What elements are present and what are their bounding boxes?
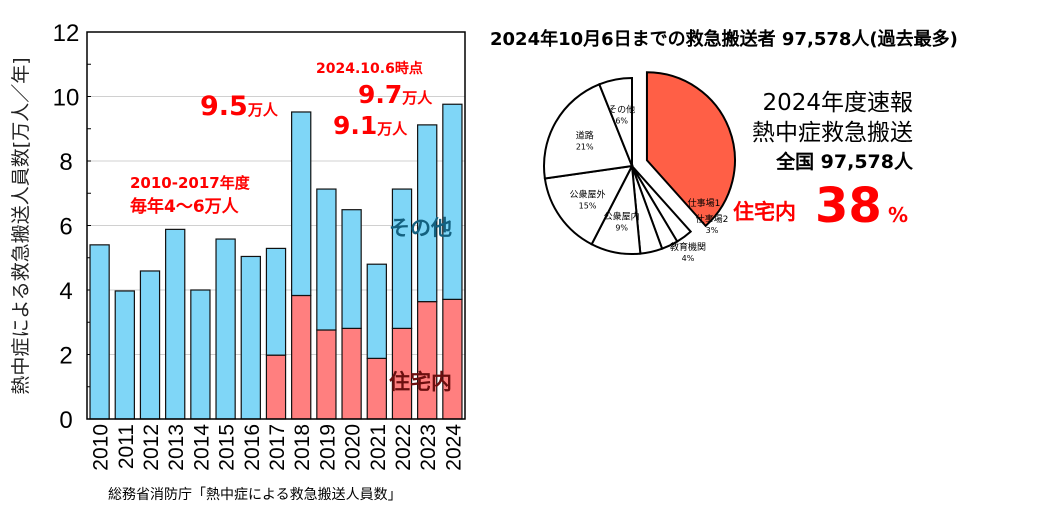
pie-slice-道路	[543, 83, 634, 180]
y-tick-label: 10	[53, 85, 80, 112]
annotation-2018-num: 9.5	[200, 91, 248, 122]
x-tick-label: 2024	[442, 424, 465, 471]
bar-other-2016	[240, 255, 261, 420]
annotation-2024-date: 2024.10.6時点	[316, 61, 423, 77]
pie-label: 道路	[576, 130, 594, 142]
bar-other-2023	[417, 124, 438, 303]
pie-label: その他	[608, 103, 635, 115]
x-tick-label: 2022	[392, 424, 415, 471]
summary-line2: 熱中症救急搬送	[752, 120, 913, 146]
pie-slice-公衆屋外	[543, 164, 634, 246]
annotation-2024-num: 9.7	[358, 80, 403, 109]
bar-home-2020	[341, 327, 362, 420]
annotation-range-value: 毎年4〜6万人	[130, 197, 239, 217]
x-tick-label: 2014	[190, 424, 213, 471]
bar-other-2012	[139, 270, 161, 420]
y-tick-label: 2	[59, 343, 72, 370]
bar-home-2021	[366, 357, 387, 420]
x-tick-label: 2019	[316, 424, 339, 471]
y-tick-label: 12	[53, 20, 80, 47]
annotation-2023-unit: 万人	[377, 120, 408, 138]
x-tick-label: 2012	[140, 424, 163, 471]
y-tick-label: 8	[59, 149, 72, 176]
source-note: 総務省消防庁「熱中症による救急搬送人員数」	[108, 487, 402, 503]
bar-other-2021	[366, 263, 387, 359]
summary-home-label: 住宅内	[733, 200, 796, 224]
x-tick-label: 2021	[367, 424, 390, 471]
y-tick-label: 6	[59, 214, 72, 241]
x-tick-label: 2013	[165, 424, 188, 471]
bar-home-2024	[442, 298, 463, 420]
x-tick-label: 2017	[266, 424, 289, 471]
pie-label: 公衆屋外	[570, 189, 606, 201]
pie-slice-住宅内	[645, 71, 736, 228]
y-axis-label: 熱中症による救急搬送人員数[万人／年]	[10, 57, 33, 395]
annotation-2024: 9.7万人	[358, 81, 432, 112]
bar-other-2013	[165, 228, 186, 420]
summary-line3: 全国 97,578人	[776, 151, 913, 173]
bar-other-2017	[265, 247, 287, 356]
annotation-range-label: 2010-2017年度	[130, 174, 250, 192]
bar-other-2010	[89, 244, 110, 420]
summary-home-pct: 38	[815, 178, 882, 234]
series-label-home: 住宅内	[389, 370, 452, 394]
pie-label: 仕事場2	[696, 213, 729, 225]
pie-pct: 15%	[579, 202, 597, 211]
pie-slice-その他	[597, 76, 633, 167]
pie-pct: 9%	[615, 224, 628, 233]
pie-pct: 6%	[615, 116, 628, 125]
pie-pct: 3%	[706, 226, 719, 235]
pie-title: 2024年10月6日までの救急搬送者 97,578人(過去最多)	[490, 29, 958, 50]
x-tick-label: 2016	[241, 424, 264, 471]
bar-home-2017	[265, 354, 287, 420]
bar-other-2018	[291, 111, 312, 297]
x-tick-label: 2023	[417, 424, 440, 471]
x-tick-label: 2015	[216, 424, 239, 471]
pie-label: 教育機関	[670, 241, 706, 253]
x-tick-label: 2011	[115, 424, 138, 469]
annotation-2018-unit: 万人	[247, 101, 278, 119]
pie-label: 仕事場1	[688, 197, 721, 209]
series-label-other: その他	[389, 216, 452, 240]
annotation-2023-num: 9.1	[333, 111, 378, 140]
bar-other-2011	[114, 290, 135, 420]
bar-home-2019	[316, 329, 337, 420]
x-tick-label: 2020	[342, 424, 365, 471]
x-tick-label: 2010	[90, 424, 113, 471]
annotation-2024-unit: 万人	[402, 89, 433, 107]
y-tick-label: 4	[59, 278, 72, 305]
annotation-2018: 9.5万人	[200, 92, 278, 125]
bar-other-2020	[341, 209, 362, 329]
pie-label: 公衆屋内	[604, 211, 640, 223]
x-tick-label: 2018	[291, 424, 314, 471]
y-tick-label: 0	[59, 407, 72, 434]
annotation-2023: 9.1万人	[333, 112, 407, 143]
bar-other-2022	[391, 188, 413, 329]
summary-line1: 2024年度速報	[762, 90, 913, 116]
bar-other-2014	[190, 289, 211, 420]
bar-home-2023	[417, 301, 438, 420]
bar-other-2015	[215, 238, 236, 420]
summary-pct-sign: %	[888, 203, 909, 227]
pie-pct: 4%	[682, 254, 695, 263]
bar-other-2024	[442, 103, 463, 300]
plot-frame	[86, 31, 466, 420]
bar-other-2019	[316, 188, 337, 331]
pie-pct: 21%	[576, 143, 594, 152]
bar-home-2018	[291, 294, 312, 420]
